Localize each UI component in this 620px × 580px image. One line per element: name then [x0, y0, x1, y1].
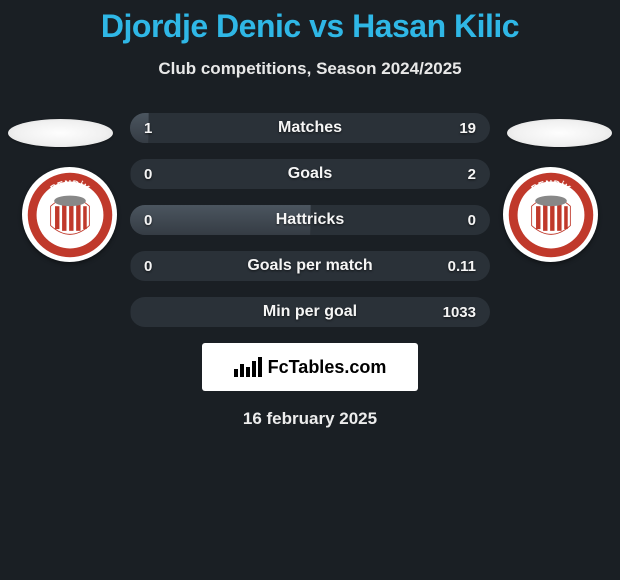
brand-text: FcTables.com [268, 357, 387, 378]
stat-rows: 1 Matches 19 0 Goals 2 0 Hattricks 0 0 Goals per m… [130, 113, 490, 327]
pendik-crest-icon: PENDİK SPOR KULÜBÜ [507, 171, 595, 259]
player-photo-placeholder-left [8, 119, 113, 147]
pendik-crest-icon: PENDİK SPOR KULÜBÜ [26, 171, 114, 259]
stat-label: Matches [278, 119, 342, 137]
stat-value-left: 0 [144, 251, 152, 281]
stat-value-left: 1 [144, 113, 152, 143]
bar-chart-icon [234, 357, 262, 377]
page-title: Djordje Denic vs Hasan Kilic [0, 8, 620, 45]
stat-label: Goals per match [247, 257, 372, 275]
stat-value-right: 0.11 [448, 251, 476, 281]
date-label: 16 february 2025 [0, 409, 620, 429]
stat-label: Goals [288, 165, 332, 183]
stat-row: 0 Goals per match 0.11 [130, 251, 490, 281]
stat-row: 0 Hattricks 0 [130, 205, 490, 235]
brand-watermark: FcTables.com [202, 343, 418, 391]
stat-label: Hattricks [276, 211, 344, 229]
stat-value-right: 19 [459, 113, 476, 143]
stat-value-left: 0 [144, 159, 152, 189]
stat-row: Min per goal 1033 [130, 297, 490, 327]
stat-value-left: 0 [144, 205, 152, 235]
content-area: PENDİK SPOR KULÜBÜ PENDİK SPOR KULÜBÜ [0, 113, 620, 429]
stat-value-right: 2 [468, 159, 476, 189]
stat-row: 1 Matches 19 [130, 113, 490, 143]
player-photo-placeholder-right [507, 119, 612, 147]
comparison-card: Djordje Denic vs Hasan Kilic Club compet… [0, 0, 620, 429]
subtitle: Club competitions, Season 2024/2025 [0, 59, 620, 79]
stat-label: Min per goal [263, 303, 357, 321]
stat-value-right: 1033 [443, 297, 476, 327]
stat-row: 0 Goals 2 [130, 159, 490, 189]
club-badge-right: PENDİK SPOR KULÜBÜ [503, 167, 598, 262]
stat-value-right: 0 [468, 205, 476, 235]
club-badge-left: PENDİK SPOR KULÜBÜ [22, 167, 117, 262]
